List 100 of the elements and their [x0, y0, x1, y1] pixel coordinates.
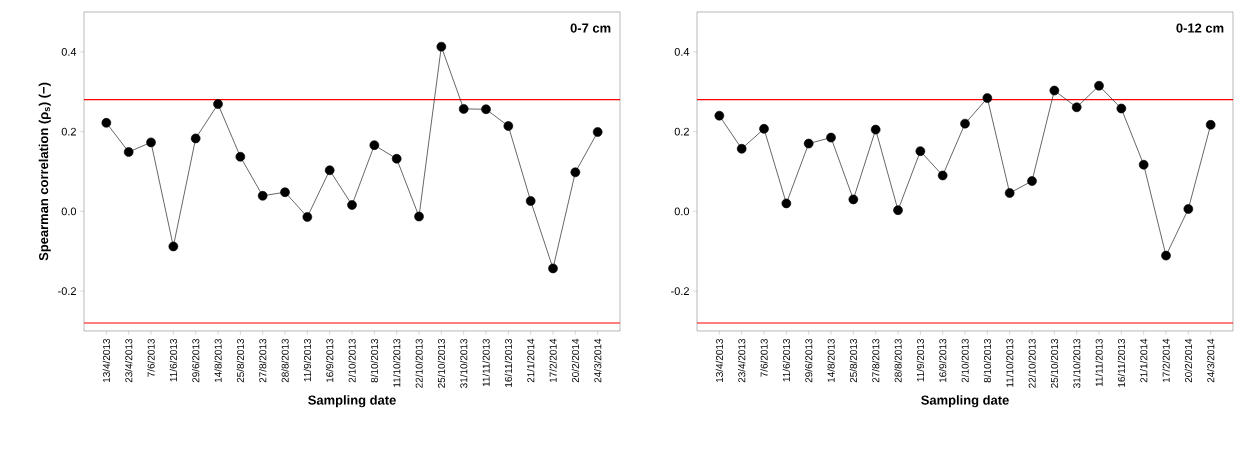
point	[1094, 80, 1104, 91]
point	[570, 167, 581, 178]
point	[982, 93, 993, 103]
point	[436, 41, 447, 52]
point	[1004, 188, 1015, 198]
y-tick-label: 0.0	[674, 207, 690, 216]
point	[503, 121, 514, 131]
point	[213, 99, 223, 109]
x-tick-label: 27/8/2013	[872, 338, 880, 383]
x-tick-label: 8/10/2013	[983, 338, 991, 383]
point	[893, 205, 903, 215]
point	[548, 263, 558, 274]
point	[826, 132, 836, 143]
x-axis-title: Sampling date	[308, 395, 396, 408]
point	[369, 140, 380, 150]
x-tick-label: 11/6/2013	[782, 338, 790, 382]
point	[736, 143, 747, 154]
x-tick-label: 22/10/2013	[1028, 338, 1036, 388]
point	[101, 118, 112, 128]
x-tick-label: 22/10/2013	[415, 338, 423, 388]
point	[414, 211, 424, 222]
point	[937, 170, 948, 181]
point	[1049, 85, 1060, 96]
point	[848, 194, 859, 205]
point	[123, 147, 134, 157]
y-tick-label: 0.4	[61, 48, 77, 56]
x-tick-label: 24/3/2014	[1207, 338, 1215, 383]
annotation: 0-12 cm	[1176, 23, 1224, 33]
x-tick-label: 25/10/2013	[437, 338, 445, 388]
x-tick-label: 20/2/2014	[1184, 338, 1192, 383]
x-tick-label: 14/8/2013	[827, 338, 835, 383]
x-tick-label: 17/2/2014	[549, 338, 557, 383]
point	[714, 110, 725, 121]
point	[324, 165, 335, 176]
x-tick-label: 31/10/2013	[1073, 338, 1081, 388]
point	[960, 118, 970, 129]
point	[1027, 176, 1037, 186]
x-tick-label: 13/4/2013	[102, 338, 110, 383]
x-tick-label: 8/10/2013	[370, 338, 378, 383]
x-tick-label: 25/10/2013	[1050, 338, 1058, 388]
x-tick-label: 29/6/2013	[805, 338, 813, 383]
x-tick-label: 28/8/2013	[894, 338, 902, 383]
x-axis-title: Sampling date	[921, 395, 1009, 408]
x-tick-label: 16/11/2013	[1117, 338, 1125, 387]
point	[592, 127, 603, 137]
point	[759, 124, 769, 134]
y-tick-label: -0.2	[671, 287, 689, 295]
x-tick-label: 2/10/2013	[961, 338, 969, 383]
y-tick-label: -0.2	[58, 287, 76, 295]
x-tick-label: 20/2/2014	[571, 338, 579, 383]
point	[915, 146, 926, 156]
point	[391, 153, 402, 164]
point	[347, 200, 357, 210]
point	[168, 241, 179, 252]
x-tick-label: 25/8/2013	[849, 338, 857, 383]
y-tick-label: 0.2	[61, 127, 76, 136]
x-tick-label: 11/11/2013	[1095, 338, 1103, 387]
x-tick-label: 24/3/2014	[594, 338, 602, 383]
point	[302, 212, 313, 222]
point	[257, 191, 268, 201]
point	[235, 151, 246, 162]
x-tick-label: 14/8/2013	[214, 338, 222, 383]
point	[1071, 102, 1082, 113]
point	[458, 104, 469, 114]
point	[280, 187, 290, 198]
x-tick-label: 17/2/2014	[1162, 338, 1170, 383]
x-tick-label: 11/9/2013	[303, 338, 311, 382]
x-tick-label: 21/1/2014	[1140, 338, 1148, 383]
y-tick-label: 0.4	[674, 48, 690, 56]
x-tick-label: 23/4/2013	[125, 338, 133, 383]
x-tick-label: 21/1/2014	[527, 338, 535, 383]
x-tick-label: 16/9/2013	[326, 338, 334, 383]
point	[1205, 120, 1216, 130]
x-tick-label: 7/6/2013	[760, 338, 768, 377]
x-tick-label: 25/8/2013	[236, 338, 244, 383]
x-tick-label: 11/10/2013	[393, 338, 401, 387]
point	[1138, 159, 1149, 170]
annotation: 0-7 cm	[570, 23, 611, 33]
x-tick-label: 16/9/2013	[939, 338, 947, 383]
x-tick-label: 23/4/2013	[738, 338, 746, 383]
point	[481, 104, 491, 115]
point	[1183, 204, 1194, 214]
point	[803, 138, 814, 149]
x-tick-label: 27/8/2013	[259, 338, 267, 383]
point	[870, 124, 881, 135]
point	[146, 137, 156, 148]
point	[525, 196, 536, 206]
x-tick-label: 2/10/2013	[348, 338, 356, 383]
point	[781, 198, 792, 209]
point	[1161, 250, 1171, 261]
y-tick-label: 0.0	[61, 207, 77, 216]
x-tick-label: 29/6/2013	[192, 338, 200, 383]
x-tick-label: 11/10/2013	[1006, 338, 1014, 387]
x-tick-label: 11/11/2013	[482, 338, 490, 387]
x-tick-label: 7/6/2013	[147, 338, 155, 377]
x-tick-label: 13/4/2013	[715, 338, 723, 383]
x-tick-label: 31/10/2013	[460, 338, 468, 388]
point	[1116, 103, 1127, 114]
y-tick-label: 0.2	[674, 127, 689, 136]
y-axis-title: Spearman correlation (ρ$_{s}$) (−)	[38, 82, 51, 261]
